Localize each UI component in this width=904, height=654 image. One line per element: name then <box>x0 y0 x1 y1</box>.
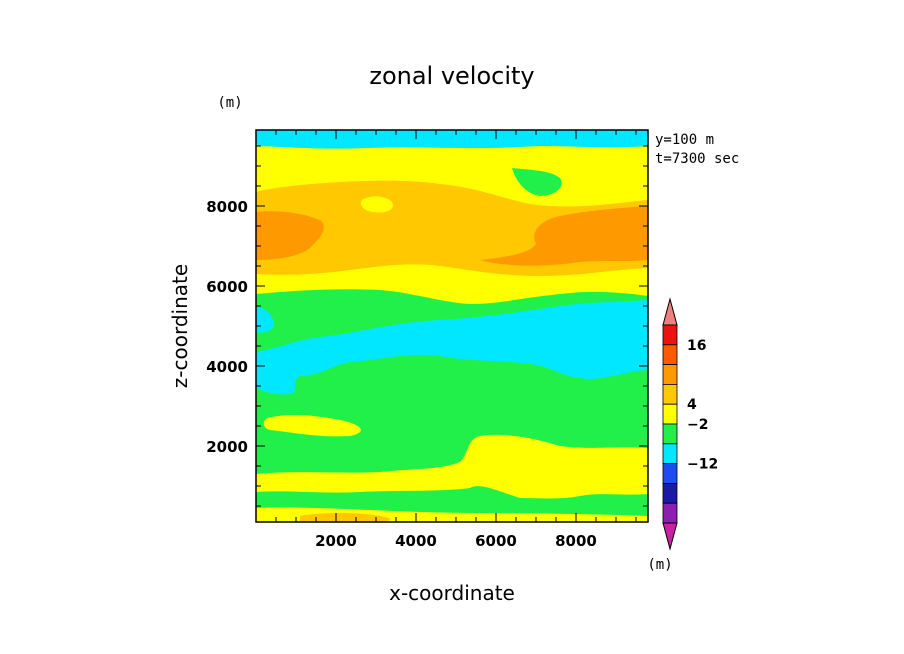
annotation-t: t=7300 sec <box>655 151 739 167</box>
x-tick-label: 2000 <box>315 532 357 550</box>
y-axis-unit: (m) <box>217 95 242 111</box>
contour-fills <box>256 130 648 522</box>
colorbar-unit: (m) <box>647 557 672 573</box>
contour-yellow-lower <box>256 434 648 499</box>
colorbar-box <box>662 482 678 504</box>
contour-orange-bottom <box>300 513 390 522</box>
axis-tick-labels: 2000 4000 6000 8000 2000 4000 6000 8000 <box>206 198 597 550</box>
colorbar-box <box>662 463 678 484</box>
y-tick-label: 6000 <box>206 278 248 296</box>
colorbar-label: −2 <box>687 417 708 433</box>
y-tick-label: 4000 <box>206 358 248 376</box>
colorbar-label: 4 <box>687 397 697 413</box>
y-tick-label: 2000 <box>206 438 248 456</box>
x-tick-label: 4000 <box>395 532 437 550</box>
colorbar-extend-bottom <box>662 522 678 551</box>
contour-orange-core-left <box>256 211 324 260</box>
colorbar-label: 16 <box>687 338 706 354</box>
colorbar-label: −12 <box>687 457 718 473</box>
colorbar-box <box>662 324 678 346</box>
y-tick-label: 8000 <box>206 198 248 216</box>
chart-title: zonal velocity <box>369 62 534 90</box>
contour-green-notch <box>512 168 562 196</box>
colorbar-box <box>662 423 678 445</box>
colorbar-extend-top <box>662 297 678 326</box>
colorbar-box <box>662 443 678 464</box>
x-axis-label: x-coordinate <box>389 581 515 605</box>
annotation-y: y=100 m <box>655 132 714 148</box>
y-axis-label: z-coordinate <box>168 264 192 388</box>
contour-cyan-top <box>256 130 648 149</box>
colorbar-box <box>662 502 678 524</box>
colorbar-box <box>662 344 678 365</box>
contour-cyan-midband <box>256 300 648 395</box>
colorbar-box <box>662 383 678 405</box>
contour-yellow-spot <box>360 196 393 213</box>
contour-orange-core-right <box>480 206 648 266</box>
colorbar-box <box>662 403 678 425</box>
contour-yellow-patch-left <box>263 414 361 437</box>
x-tick-label: 8000 <box>555 532 597 550</box>
x-tick-label: 6000 <box>475 532 517 550</box>
axis-ticks <box>256 130 648 522</box>
colorbar: 16 4 −2 −12 <box>662 297 718 551</box>
colorbar-box <box>662 364 678 385</box>
